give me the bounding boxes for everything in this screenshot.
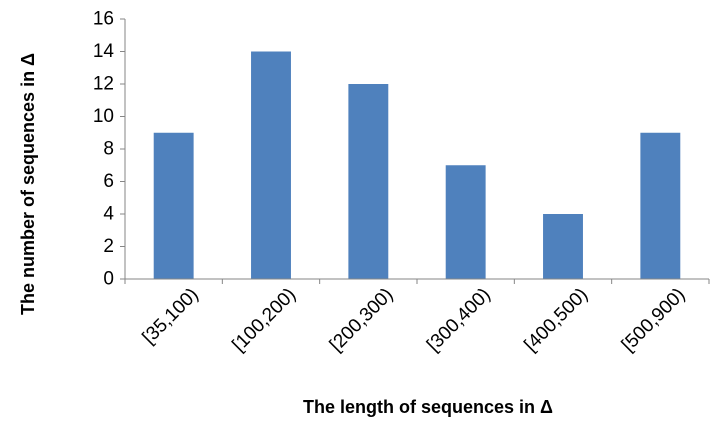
y-tick-label: 0 (103, 269, 114, 290)
bar (640, 132, 681, 279)
y-tick-label: 6 (103, 171, 114, 192)
bar (153, 132, 194, 279)
bar (445, 165, 486, 279)
x-tick-label: [35,100) (139, 284, 203, 348)
y-tick-label: 12 (93, 74, 114, 95)
bar (348, 84, 389, 279)
x-tick-label: [400,500) (520, 284, 592, 356)
y-tick-label: 14 (93, 41, 115, 62)
x-tick-label: [300,400) (423, 284, 495, 356)
y-axis-title: The number of sequences in Δ (18, 53, 38, 315)
y-tick-label: 8 (103, 139, 114, 160)
bar (543, 214, 583, 279)
y-tick-label: 10 (93, 106, 114, 127)
x-axis-ticks: [35,100) [100,200) [200,300) [300,400) [400,… (124, 279, 710, 356)
x-axis-title: The length of sequences in Δ (303, 397, 553, 417)
y-tick-label: 4 (103, 204, 114, 225)
y-tick-label: 2 (103, 236, 114, 257)
bar (251, 51, 291, 279)
y-axis-ticks: 0 2 4 6 8 10 12 14 16 (93, 9, 125, 290)
x-tick-label: [100,200) (228, 284, 300, 356)
y-tick-label: 16 (93, 9, 114, 30)
bars (153, 51, 681, 279)
x-tick-label: [200,300) (326, 284, 398, 356)
x-tick-label: [500,900) (618, 284, 690, 356)
